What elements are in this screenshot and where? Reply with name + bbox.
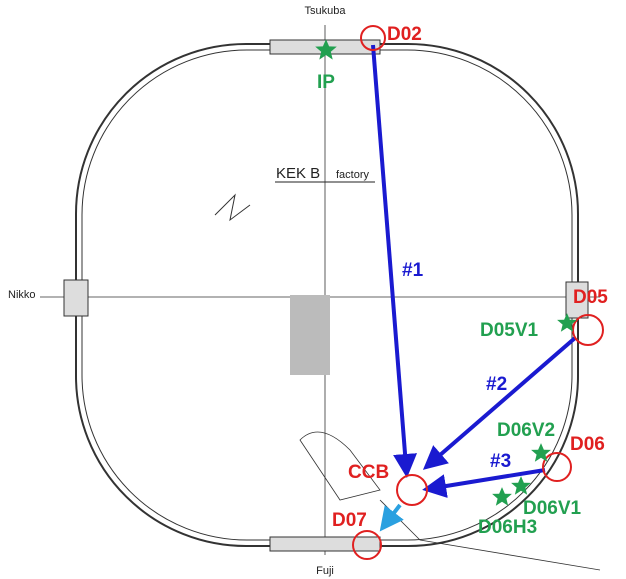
label: IP: [317, 72, 335, 93]
ring-name-suffix: factory: [336, 169, 370, 181]
label: D02: [387, 24, 422, 45]
path-label: #2: [486, 374, 507, 395]
diagram: Tsukuba Fuji Nikko KEK B factory D02 IP …: [0, 0, 626, 579]
label: CCB: [348, 462, 389, 483]
ring-name: KEK B: [276, 165, 320, 182]
label: D05V1: [480, 320, 539, 341]
bottom-label: Fuji: [316, 565, 334, 577]
point-labels: D02 IP D05 D05V1 D06 D06V2 D06V1 D06H3 C…: [317, 24, 608, 538]
label: D06: [570, 434, 605, 455]
path-label: #3: [490, 451, 511, 472]
top-label: Tsukuba: [305, 5, 347, 17]
label: D06V2: [497, 420, 555, 441]
left-label: Nikko: [8, 289, 36, 301]
label: D05: [573, 287, 608, 308]
label: D06V1: [523, 498, 582, 519]
path-label: #1: [402, 260, 424, 281]
ring: [40, 25, 600, 570]
label: D07: [332, 510, 367, 531]
label: D06H3: [478, 517, 537, 538]
